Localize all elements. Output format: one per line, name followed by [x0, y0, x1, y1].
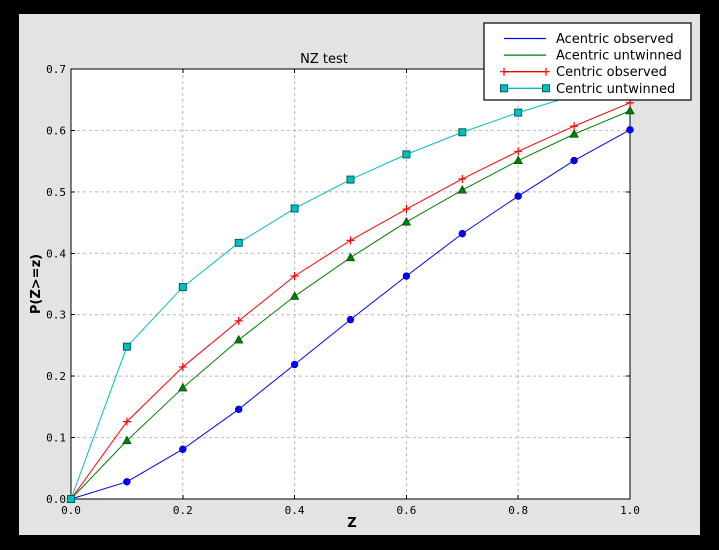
legend-label: Centric untwinned	[556, 82, 675, 97]
square-marker	[402, 150, 411, 159]
triangle-marker	[289, 291, 300, 300]
circle-marker	[290, 360, 299, 369]
square-marker	[178, 283, 187, 292]
y-tick-label: 0.4	[46, 247, 66, 260]
y-tick-label: 0.7	[46, 63, 66, 76]
circle-marker	[514, 192, 522, 200]
triangle-marker	[178, 382, 188, 392]
y-tick-label: 0.6	[46, 124, 66, 137]
square-marker	[234, 238, 243, 247]
triangle-marker	[401, 216, 412, 226]
circle-marker	[570, 156, 578, 165]
plus-marker	[570, 122, 579, 131]
triangle-marker	[569, 129, 579, 138]
axes-border	[70, 68, 631, 500]
circle-marker	[346, 315, 355, 324]
square-marker	[290, 204, 299, 213]
square-marker	[514, 108, 523, 117]
y-axis-label: P(Z>=z)	[29, 254, 44, 314]
circle-marker	[123, 478, 131, 486]
plus-marker	[542, 67, 550, 76]
triangle-marker	[122, 435, 132, 445]
x-tick-label: 0.4	[285, 504, 305, 517]
x-tick-label: 0.6	[396, 504, 416, 517]
circle-marker	[402, 272, 411, 280]
triangle-marker	[233, 334, 244, 344]
plus-marker	[178, 362, 187, 371]
square-marker	[500, 84, 508, 93]
x-axis-label: Z	[347, 516, 356, 531]
triangle-marker	[345, 252, 356, 262]
square-marker	[346, 175, 355, 184]
square-marker	[458, 128, 467, 137]
plus-marker	[290, 272, 299, 281]
chart-title: NZ test	[300, 52, 348, 67]
y-tick-label: 0.1	[46, 432, 66, 445]
plus-marker	[500, 67, 508, 76]
y-tick-label: 0.0	[46, 493, 66, 506]
plus-marker	[514, 147, 523, 156]
x-tick-label: 0.2	[173, 504, 193, 517]
triangle-marker	[625, 105, 635, 115]
square-marker	[542, 84, 550, 93]
x-tick-label: 1.0	[620, 504, 640, 517]
y-tick-label: 0.3	[46, 309, 66, 322]
triangle-marker	[513, 155, 523, 165]
circle-marker	[458, 229, 466, 238]
square-marker	[122, 342, 131, 351]
circle-marker	[235, 405, 243, 414]
plus-marker	[234, 316, 243, 325]
triangle-marker	[457, 184, 468, 194]
legend-label: Acentric observed	[556, 32, 674, 47]
plot-area	[71, 69, 630, 499]
circle-marker	[626, 126, 634, 134]
legend-label: Acentric untwinned	[556, 49, 682, 64]
y-tick-label: 0.5	[46, 186, 66, 199]
x-tick-label: 0.0	[61, 504, 81, 517]
circle-marker	[179, 445, 187, 453]
plus-marker	[458, 174, 467, 183]
x-tick-label: 0.8	[508, 504, 528, 517]
square-marker	[67, 495, 75, 503]
legend-label: Centric observed	[556, 65, 667, 80]
legend-box	[483, 22, 692, 101]
plus-marker	[346, 236, 355, 245]
plus-marker	[122, 417, 131, 426]
plus-marker	[402, 205, 411, 214]
y-tick-label: 0.2	[46, 370, 66, 383]
